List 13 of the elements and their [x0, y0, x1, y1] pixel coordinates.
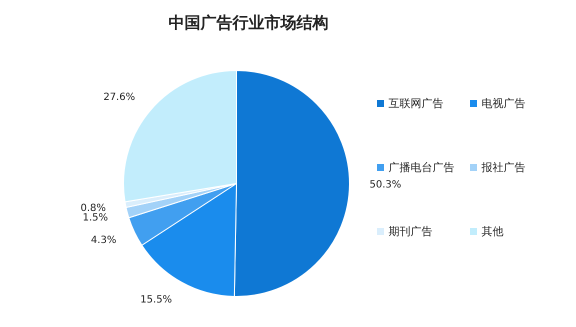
data-label: 0.8%	[80, 202, 106, 214]
data-label: 4.3%	[90, 235, 116, 246]
legend-label: 互联网广告	[388, 97, 444, 110]
data-label: 1.5%	[82, 212, 108, 224]
legend-label: 期刊广告	[388, 225, 432, 238]
legend-label: 报社广告	[480, 161, 526, 174]
legend-label: 电视广告	[482, 97, 526, 110]
data-label: 50.3%	[369, 179, 402, 190]
chart-title: 中国广告行业市场结构	[168, 13, 328, 32]
legend-label: 其他	[482, 225, 504, 238]
data-label: 27.6%	[103, 92, 136, 103]
legend-label: 广播电台广告	[388, 161, 454, 174]
data-label: 15.5%	[140, 294, 172, 306]
